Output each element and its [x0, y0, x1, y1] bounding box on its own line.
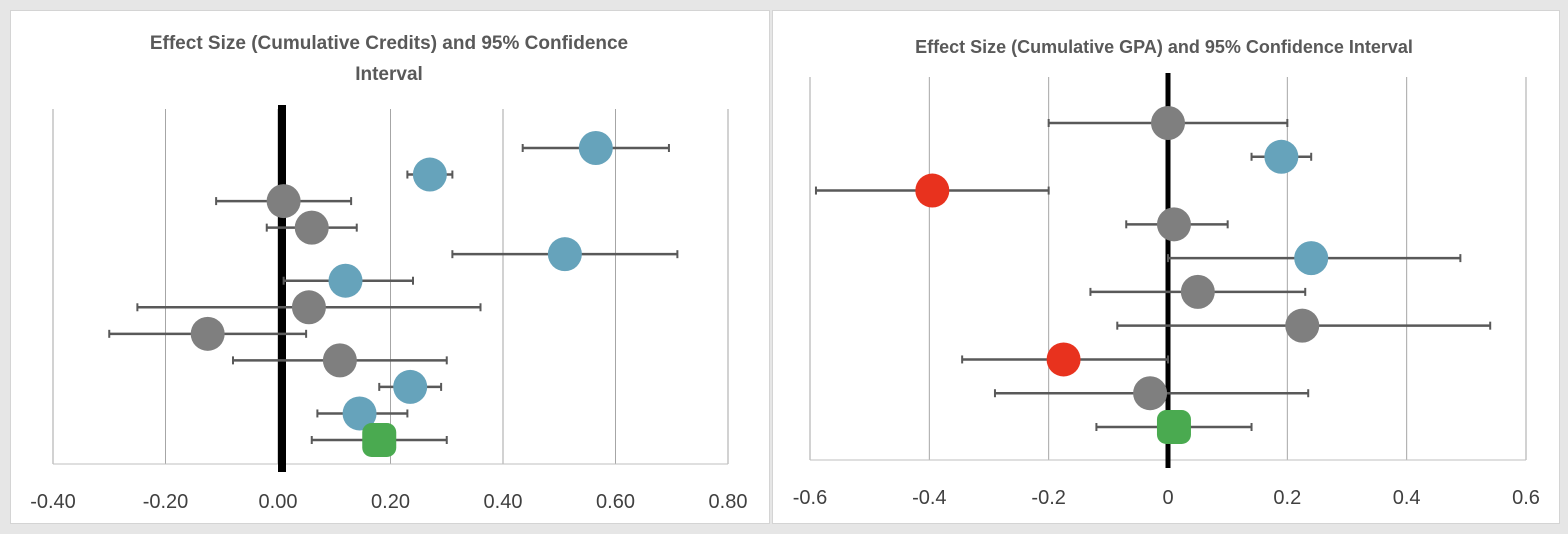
gpa-x-tick-label: 0	[1162, 487, 1173, 509]
gpa-title-line: Effect Size (Cumulative GPA) and 95% Con…	[915, 37, 1413, 57]
credits-point-marker	[322, 343, 357, 378]
credits-x-tick-label: 0.00	[259, 491, 298, 513]
credits-point-marker	[190, 316, 225, 351]
credits-point-marker	[412, 157, 447, 192]
gpa-chart-panel: Effect Size (Cumulative GPA) and 95% Con…	[772, 10, 1560, 524]
gpa-x-tick-label: -0.2	[1031, 487, 1065, 509]
credits-x-tick-label: 0.60	[596, 491, 635, 513]
credits-x-tick-label: 0.20	[371, 491, 410, 513]
credits-point-marker	[294, 210, 329, 245]
credits-x-tick-label: -0.20	[143, 491, 189, 513]
gpa-point-marker	[1046, 342, 1081, 377]
gpa-x-tick-label: 0.4	[1393, 487, 1421, 509]
credits-x-tick-label: 0.40	[484, 491, 523, 513]
credits-chart-panel: Effect Size (Cumulative Credits) and 95%…	[10, 10, 770, 524]
credits-point-marker	[578, 131, 613, 165]
gpa-point-marker	[1264, 139, 1299, 174]
credits-title-line: Effect Size (Cumulative Credits) and 95%…	[150, 33, 628, 54]
credits-point-marker	[362, 423, 397, 457]
credits-x-tick-label: 0.80	[709, 491, 748, 513]
credits-point-marker	[342, 396, 377, 431]
gpa-point-marker	[1294, 241, 1329, 276]
credits-title-line: Interval	[355, 64, 423, 85]
credits-point-marker	[328, 263, 363, 298]
gpa-point-marker	[1156, 410, 1191, 444]
gpa-point-marker	[915, 173, 950, 208]
credits-point-marker	[291, 290, 326, 325]
credits-x-tick-label: -0.40	[30, 491, 76, 513]
gpa-chart: Effect Size (Cumulative GPA) and 95% Con…	[793, 37, 1540, 509]
gpa-x-tick-label: 0.6	[1512, 487, 1540, 509]
gpa-point-marker	[1285, 308, 1320, 343]
gpa-point-marker	[1133, 376, 1168, 411]
gpa-point-marker	[1151, 106, 1185, 140]
credits-point-marker	[393, 369, 428, 404]
credits-chart: Effect Size (Cumulative Credits) and 95%…	[30, 33, 748, 513]
gpa-point-marker	[1156, 207, 1191, 242]
gpa-x-tick-label: -0.6	[793, 487, 827, 509]
credits-point-marker	[266, 184, 301, 219]
gpa-point-marker	[1180, 274, 1215, 309]
gpa-x-tick-label: -0.4	[912, 487, 946, 509]
gpa-x-tick-label: 0.2	[1273, 487, 1301, 509]
credits-point-marker	[547, 237, 582, 272]
